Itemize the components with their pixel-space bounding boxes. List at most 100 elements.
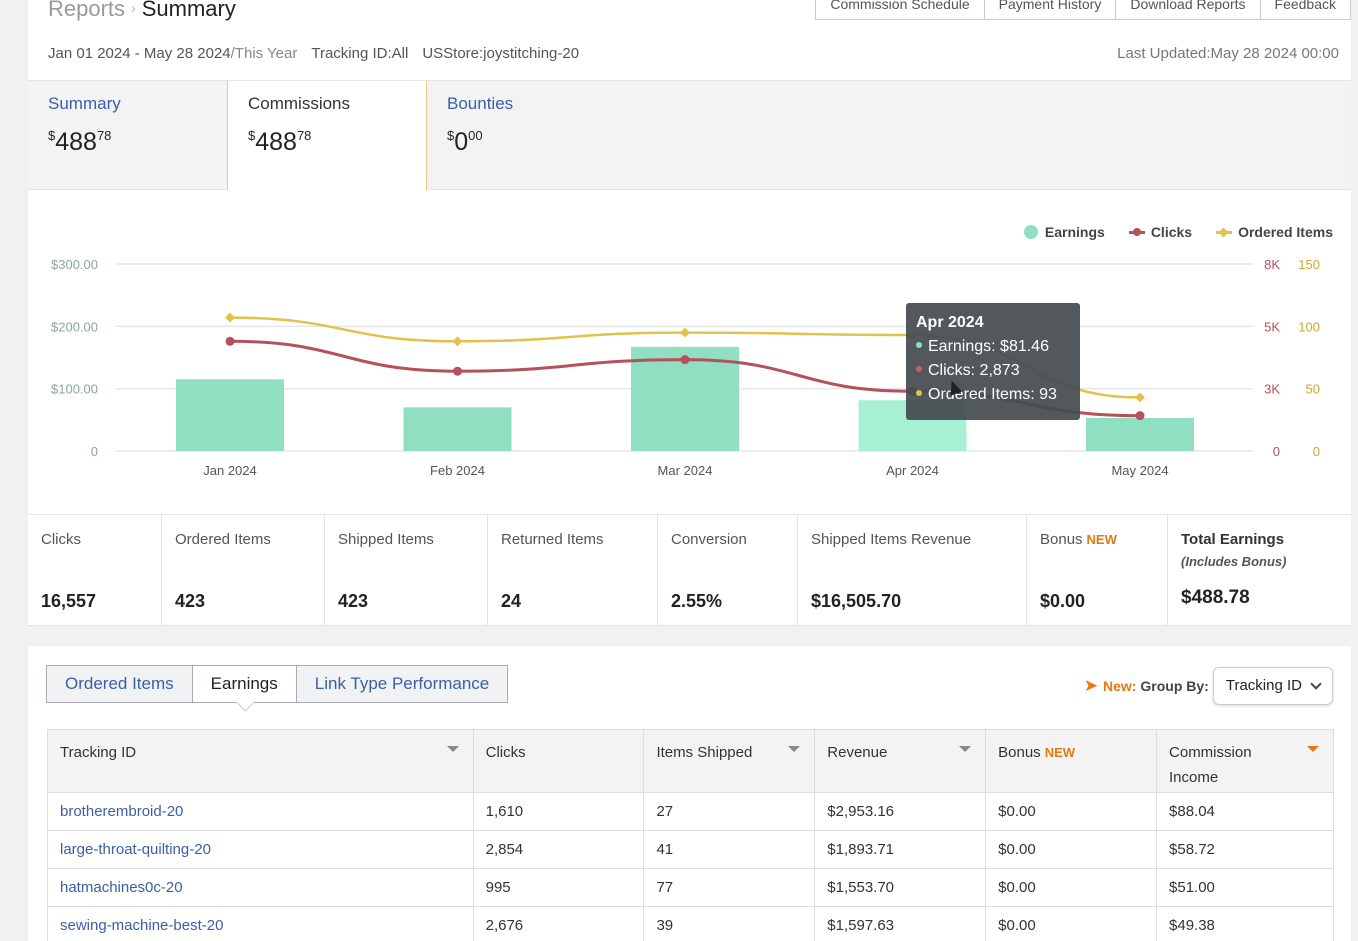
clicks-point: [680, 355, 690, 365]
commissions-amount: $48878: [248, 128, 312, 156]
cell-clicks: 2,854: [472, 830, 645, 869]
tracking-id-link[interactable]: large-throat-quilting-20: [47, 830, 474, 869]
date-range-picker[interactable]: Jan 01 2024 - May 28 2024: [48, 45, 231, 62]
table-row: sewing-machine-best-20 2,676 39 $1,597.6…: [47, 906, 1334, 941]
legend-earnings[interactable]: Earnings: [1023, 224, 1105, 240]
sort-icon[interactable]: [446, 746, 459, 752]
cell-items-shipped: 39: [643, 906, 816, 941]
col-revenue[interactable]: Revenue: [814, 729, 987, 793]
legend-clicks-label: Clicks: [1150, 224, 1193, 240]
cell-clicks: 995: [472, 868, 645, 907]
stat-conversion: Conversion 2.55%: [658, 515, 798, 625]
stats-row: Clicks 16,557 Ordered Items 423 Shipped It…: [28, 514, 1351, 626]
clicks-point: [453, 366, 462, 376]
period-label[interactable]: /This Year: [230, 45, 298, 62]
page-title: Summary: [141, 0, 236, 21]
chevron-down-icon: [1310, 677, 1322, 690]
cell-commission: $88.04: [1156, 792, 1334, 831]
clicks-line-icon: [1128, 227, 1145, 236]
group-by-new: New:: [1102, 678, 1137, 694]
earnings-bar: [1086, 417, 1194, 451]
legend-clicks[interactable]: Clicks: [1128, 224, 1193, 240]
cell-revenue: $1,893.71: [814, 830, 987, 869]
x-tick-label: Mar 2024: [658, 463, 713, 478]
x-tick-label: Feb 2024: [430, 463, 485, 478]
sort-active-icon[interactable]: [1307, 746, 1319, 752]
tracking-id-link[interactable]: brotherembroid-20: [47, 792, 474, 831]
cell-revenue: $1,553.70: [814, 868, 987, 907]
feedback-tab[interactable]: Feedback: [1259, 0, 1351, 20]
top-tabs: Commission Schedule Payment History Down…: [815, 0, 1351, 20]
download-reports-tab[interactable]: Download Reports: [1115, 0, 1261, 20]
legend-ordered-items-label: Ordered Items: [1238, 224, 1333, 240]
commissions-tab-label: Commissions: [248, 94, 351, 113]
payment-history-tab[interactable]: Payment History: [983, 0, 1117, 20]
cell-bonus: $0.00: [985, 830, 1158, 869]
cell-clicks: 2,676: [472, 906, 645, 941]
cell-revenue: $2,953.16: [814, 792, 987, 831]
chart-tooltip: Apr 2024 Earnings: $81.46 Clicks: 2,873 …: [906, 303, 1080, 420]
cell-items-shipped: 27: [643, 792, 816, 831]
commissions-tab[interactable]: Commissions $48878: [227, 81, 427, 212]
cell-commission: $49.38: [1156, 906, 1334, 941]
cell-items-shipped: 41: [643, 830, 816, 869]
col-bonus[interactable]: Bonus NEW: [985, 729, 1158, 793]
y-right-clicks-tick-label: 0: [1273, 444, 1280, 459]
cell-clicks: 1,610: [472, 792, 645, 831]
new-badge: NEW: [1086, 532, 1117, 547]
y-right-clicks-tick-label: 5K: [1264, 319, 1280, 334]
chart-card: $300.00 $200.00 $100.00 0 8K 5K 3K 0 150 100 50 0 Ja…: [28, 190, 1351, 514]
sort-icon[interactable]: [788, 746, 801, 752]
table-row: hatmachines0c-20 995 77 $1,553.70 $0.00 …: [47, 868, 1334, 907]
tracking-id-filter[interactable]: Tracking ID:All: [311, 45, 409, 62]
table-row: large-throat-quilting-20 2,854 41 $1,893…: [47, 830, 1334, 869]
bounties-tab[interactable]: Bounties $000: [427, 81, 627, 191]
breadcrumb-reports-link[interactable]: Reports: [48, 0, 126, 21]
col-tracking-id[interactable]: Tracking ID: [47, 729, 474, 793]
last-updated: Last Updated:May 28 2024 00:00: [1117, 45, 1339, 62]
group-by-select[interactable]: Tracking ID: [1212, 667, 1333, 705]
cell-bonus: $0.00: [985, 906, 1158, 941]
bounties-amount: $000: [447, 128, 483, 156]
col-commission-income[interactable]: Commission Income: [1156, 729, 1334, 793]
rocket-icon: ➤: [1083, 676, 1098, 695]
stat-clicks: Clicks 16,557: [28, 515, 162, 625]
tracking-id-link[interactable]: hatmachines0c-20: [47, 868, 474, 907]
report-filters: Jan 01 2024 - May 28 2024/This Year Track…: [48, 45, 579, 62]
cell-commission: $58.72: [1156, 830, 1334, 869]
y-right-clicks-tick-label: 3K: [1264, 382, 1280, 397]
cell-bonus: $0.00: [985, 868, 1158, 907]
stat-ordered-items: Ordered Items 423: [162, 515, 325, 625]
bounties-tab-label: Bounties: [447, 94, 514, 113]
earnings-tab[interactable]: Earnings: [191, 665, 297, 703]
legend-ordered-items[interactable]: Ordered Items: [1216, 224, 1333, 240]
col-items-shipped[interactable]: Items Shipped: [643, 729, 816, 793]
y-right-ordered-tick-label: 100: [1298, 319, 1320, 334]
earnings-chart[interactable]: $300.00 $200.00 $100.00 0 8K 5K 3K 0 150 100 50 0 Ja…: [28, 190, 1351, 514]
y-left-tick-label: $300.00: [51, 257, 98, 272]
summary-tab-label: Summary: [48, 94, 121, 113]
link-type-performance-tab[interactable]: Link Type Performance: [295, 665, 509, 703]
tooltip-ordered-items: Ordered Items: 93: [916, 386, 1070, 404]
breadcrumb-chevron-icon: ›: [131, 0, 136, 16]
ordered-items-tab[interactable]: Ordered Items: [46, 665, 193, 703]
x-tick-label: Jan 2024: [203, 463, 257, 478]
store-filter[interactable]: USStore:joystitching-20: [422, 45, 580, 62]
cell-revenue: $1,597.63: [814, 906, 987, 941]
summary-tab[interactable]: Summary $48878: [28, 81, 228, 191]
ordered-items-point: [225, 312, 235, 323]
summary-amount: $48878: [48, 128, 112, 156]
commission-schedule-tab[interactable]: Commission Schedule: [815, 0, 985, 20]
x-tick-label: May 2024: [1111, 463, 1168, 478]
tracking-id-link[interactable]: sewing-machine-best-20: [47, 906, 474, 941]
ordered-items-line-icon: [1216, 230, 1233, 234]
table-card: Ordered Items Earnings Link Type Perform…: [28, 646, 1351, 941]
sort-icon[interactable]: [959, 746, 972, 752]
stat-total-earnings: Total Earnings (Includes Bonus) $488.78: [1181, 531, 1287, 608]
x-tick-label: Apr 2024: [886, 463, 939, 478]
tooltip-clicks: Clicks: 2,873: [916, 362, 1070, 380]
earnings-bar: [631, 346, 739, 451]
col-clicks[interactable]: Clicks: [472, 729, 645, 793]
table-row: brotherembroid-20 1,610 27 $2,953.16 $0.…: [47, 792, 1334, 831]
